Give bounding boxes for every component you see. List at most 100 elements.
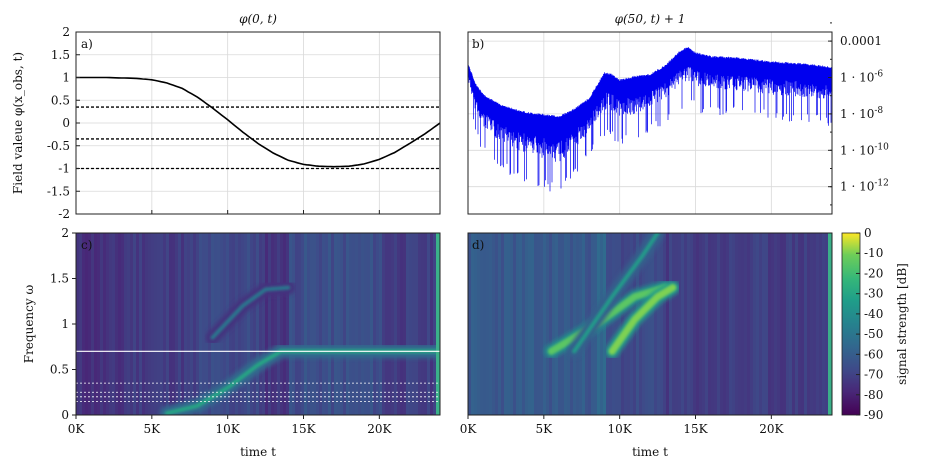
spectrogram-noise-column <box>400 233 404 415</box>
spectrogram-noise-column <box>765 233 769 415</box>
spectrogram-noise-column <box>723 233 727 415</box>
spectrogram-noise-column <box>645 233 649 415</box>
spectrogram-noise-column <box>612 233 616 415</box>
spectrogram-noise-column <box>510 233 514 415</box>
spectrogram-noise-column <box>471 233 475 415</box>
spectrogram-noise-column <box>771 233 775 415</box>
spectrogram-noise-column <box>382 233 386 415</box>
spectrogram-noise-column <box>295 233 299 415</box>
panel-a-title: φ(0, t) <box>239 12 277 26</box>
spectrogram-noise-column <box>274 233 278 415</box>
colorbar-tick-label: -40 <box>864 307 883 321</box>
spectrogram-noise-column <box>642 233 646 415</box>
spectrogram-noise-column <box>717 233 721 415</box>
spectrogram-noise-column <box>298 233 302 415</box>
spectrogram-noise-column <box>819 233 823 415</box>
spectrogram-noise-column <box>163 233 167 415</box>
xtick-label: 20K <box>367 422 392 436</box>
spectrogram-noise-column <box>112 233 116 415</box>
spectrogram-noise-column <box>103 233 107 415</box>
spectrogram-noise-column <box>313 233 317 415</box>
spectrogram-noise-column <box>666 233 670 415</box>
spectrogram-noise-column <box>684 233 688 415</box>
spectrogram-noise-column <box>654 233 658 415</box>
spectrogram-noise-column <box>169 233 173 415</box>
spectrogram-noise-column <box>409 233 413 415</box>
panel-a-reference-lines <box>76 106 440 170</box>
spectrogram-noise-column <box>385 233 389 415</box>
spectrogram-noise-column <box>570 233 574 415</box>
spectrogram-noise-column <box>798 233 802 415</box>
panel-a-ytick-label: 0.5 <box>51 93 70 107</box>
x-axis-label-d: time t <box>632 445 668 459</box>
panel-b-series-line <box>468 47 832 192</box>
xtick-label: 10K <box>216 422 241 436</box>
xtick-label: 10K <box>608 422 633 436</box>
spectrogram-noise-column <box>573 233 577 415</box>
spectrogram-noise-column <box>118 233 122 415</box>
spectrogram-noise-column <box>813 233 817 415</box>
spectrogram-noise-column <box>280 233 284 415</box>
spectrogram-feature <box>572 233 660 354</box>
spectrogram-noise-column <box>558 233 562 415</box>
panel-c-ticks: 0K 5K 10K 15K 20K 0 0.5 1 1.5 2 <box>50 226 393 436</box>
spectrogram-noise-column <box>792 233 796 415</box>
spectrogram-noise-column <box>82 233 86 415</box>
panel-d-ticks: 0K 5K 10K 15K 20K <box>460 415 784 436</box>
spectrogram-noise-column <box>241 233 245 415</box>
spectrogram-noise-column <box>492 233 496 415</box>
spectrogram-noise-column <box>720 233 724 415</box>
spectrogram-noise-column <box>648 233 652 415</box>
spectrogram-noise-column <box>310 233 314 415</box>
spectrogram-noise-column <box>807 233 811 415</box>
spectrogram-noise-column <box>328 233 332 415</box>
spectrogram-noise-column <box>756 233 760 415</box>
xtick-label: 0K <box>460 422 478 436</box>
spectrogram-noise-column <box>352 233 356 415</box>
spectrogram-noise-column <box>256 233 260 415</box>
spectrogram-noise-column <box>777 233 781 415</box>
x-axis-label-c: time t <box>240 445 276 459</box>
spectrogram-noise-column <box>528 233 532 415</box>
spectrogram-noise-column <box>825 233 829 415</box>
spectrogram-noise-column <box>301 233 305 415</box>
spectrogram-noise-column <box>238 233 242 415</box>
ytick-label: 1 <box>61 317 69 331</box>
spectrogram-noise-column <box>322 233 326 415</box>
spectrogram-noise-column <box>304 233 308 415</box>
spectrogram-noise-column <box>361 233 365 415</box>
spectrogram-noise-column <box>358 233 362 415</box>
spectrogram-noise-column <box>331 233 335 415</box>
panel-a-ytick-label: -1 <box>58 162 70 176</box>
panel-a-label: a) <box>81 37 93 51</box>
spectrogram-noise-column <box>388 233 392 415</box>
ytick-label: 0 <box>61 408 69 422</box>
spectrogram-noise-column <box>762 233 766 415</box>
panel-b-title: φ(50, t) + 1 <box>615 12 686 26</box>
spectrogram-noise-column <box>175 233 179 415</box>
panel-b-ytick-label: 0.0001 <box>840 34 882 48</box>
spectrogram-noise-column <box>79 233 83 415</box>
panel-c-spectrogram <box>76 233 440 415</box>
spectrogram-noise-column <box>501 233 505 415</box>
spectrogram-noise-column <box>421 233 425 415</box>
spectrogram-noise-column <box>139 233 143 415</box>
spectrogram-noise-column <box>199 233 203 415</box>
spectrogram-noise-column <box>145 233 149 415</box>
colorbar-tick-label: -80 <box>864 388 883 402</box>
spectrogram-noise-column <box>513 233 517 415</box>
spectrogram-noise-column <box>780 233 784 415</box>
colorbar-label: signal strength [dB] <box>895 263 909 385</box>
panel-d-label: d) <box>472 238 484 252</box>
spectrogram-noise-column <box>531 233 535 415</box>
ytick-label: 0.5 <box>50 363 69 377</box>
spectrogram-noise-column <box>579 233 583 415</box>
spectrogram-feature <box>547 284 669 355</box>
panel-a-ytick-label: -1.5 <box>47 184 70 198</box>
spectrogram-noise-column <box>202 233 206 415</box>
spectrogram-noise-column <box>427 233 431 415</box>
spectrogram-noise-column <box>193 233 197 415</box>
ytick-label: 2 <box>61 226 69 240</box>
spectrogram-noise-column <box>516 233 520 415</box>
